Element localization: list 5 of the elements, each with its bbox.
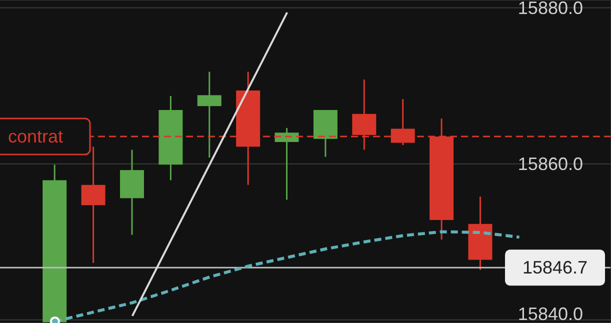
- ref-line-label: contrat: [8, 126, 64, 147]
- ref-line-label: 15846.7: [522, 258, 588, 278]
- y-tick-label: 15840.0: [518, 304, 583, 323]
- y-tick-label: 15860.0: [518, 154, 583, 174]
- y-tick-label: 15880.0: [518, 0, 583, 18]
